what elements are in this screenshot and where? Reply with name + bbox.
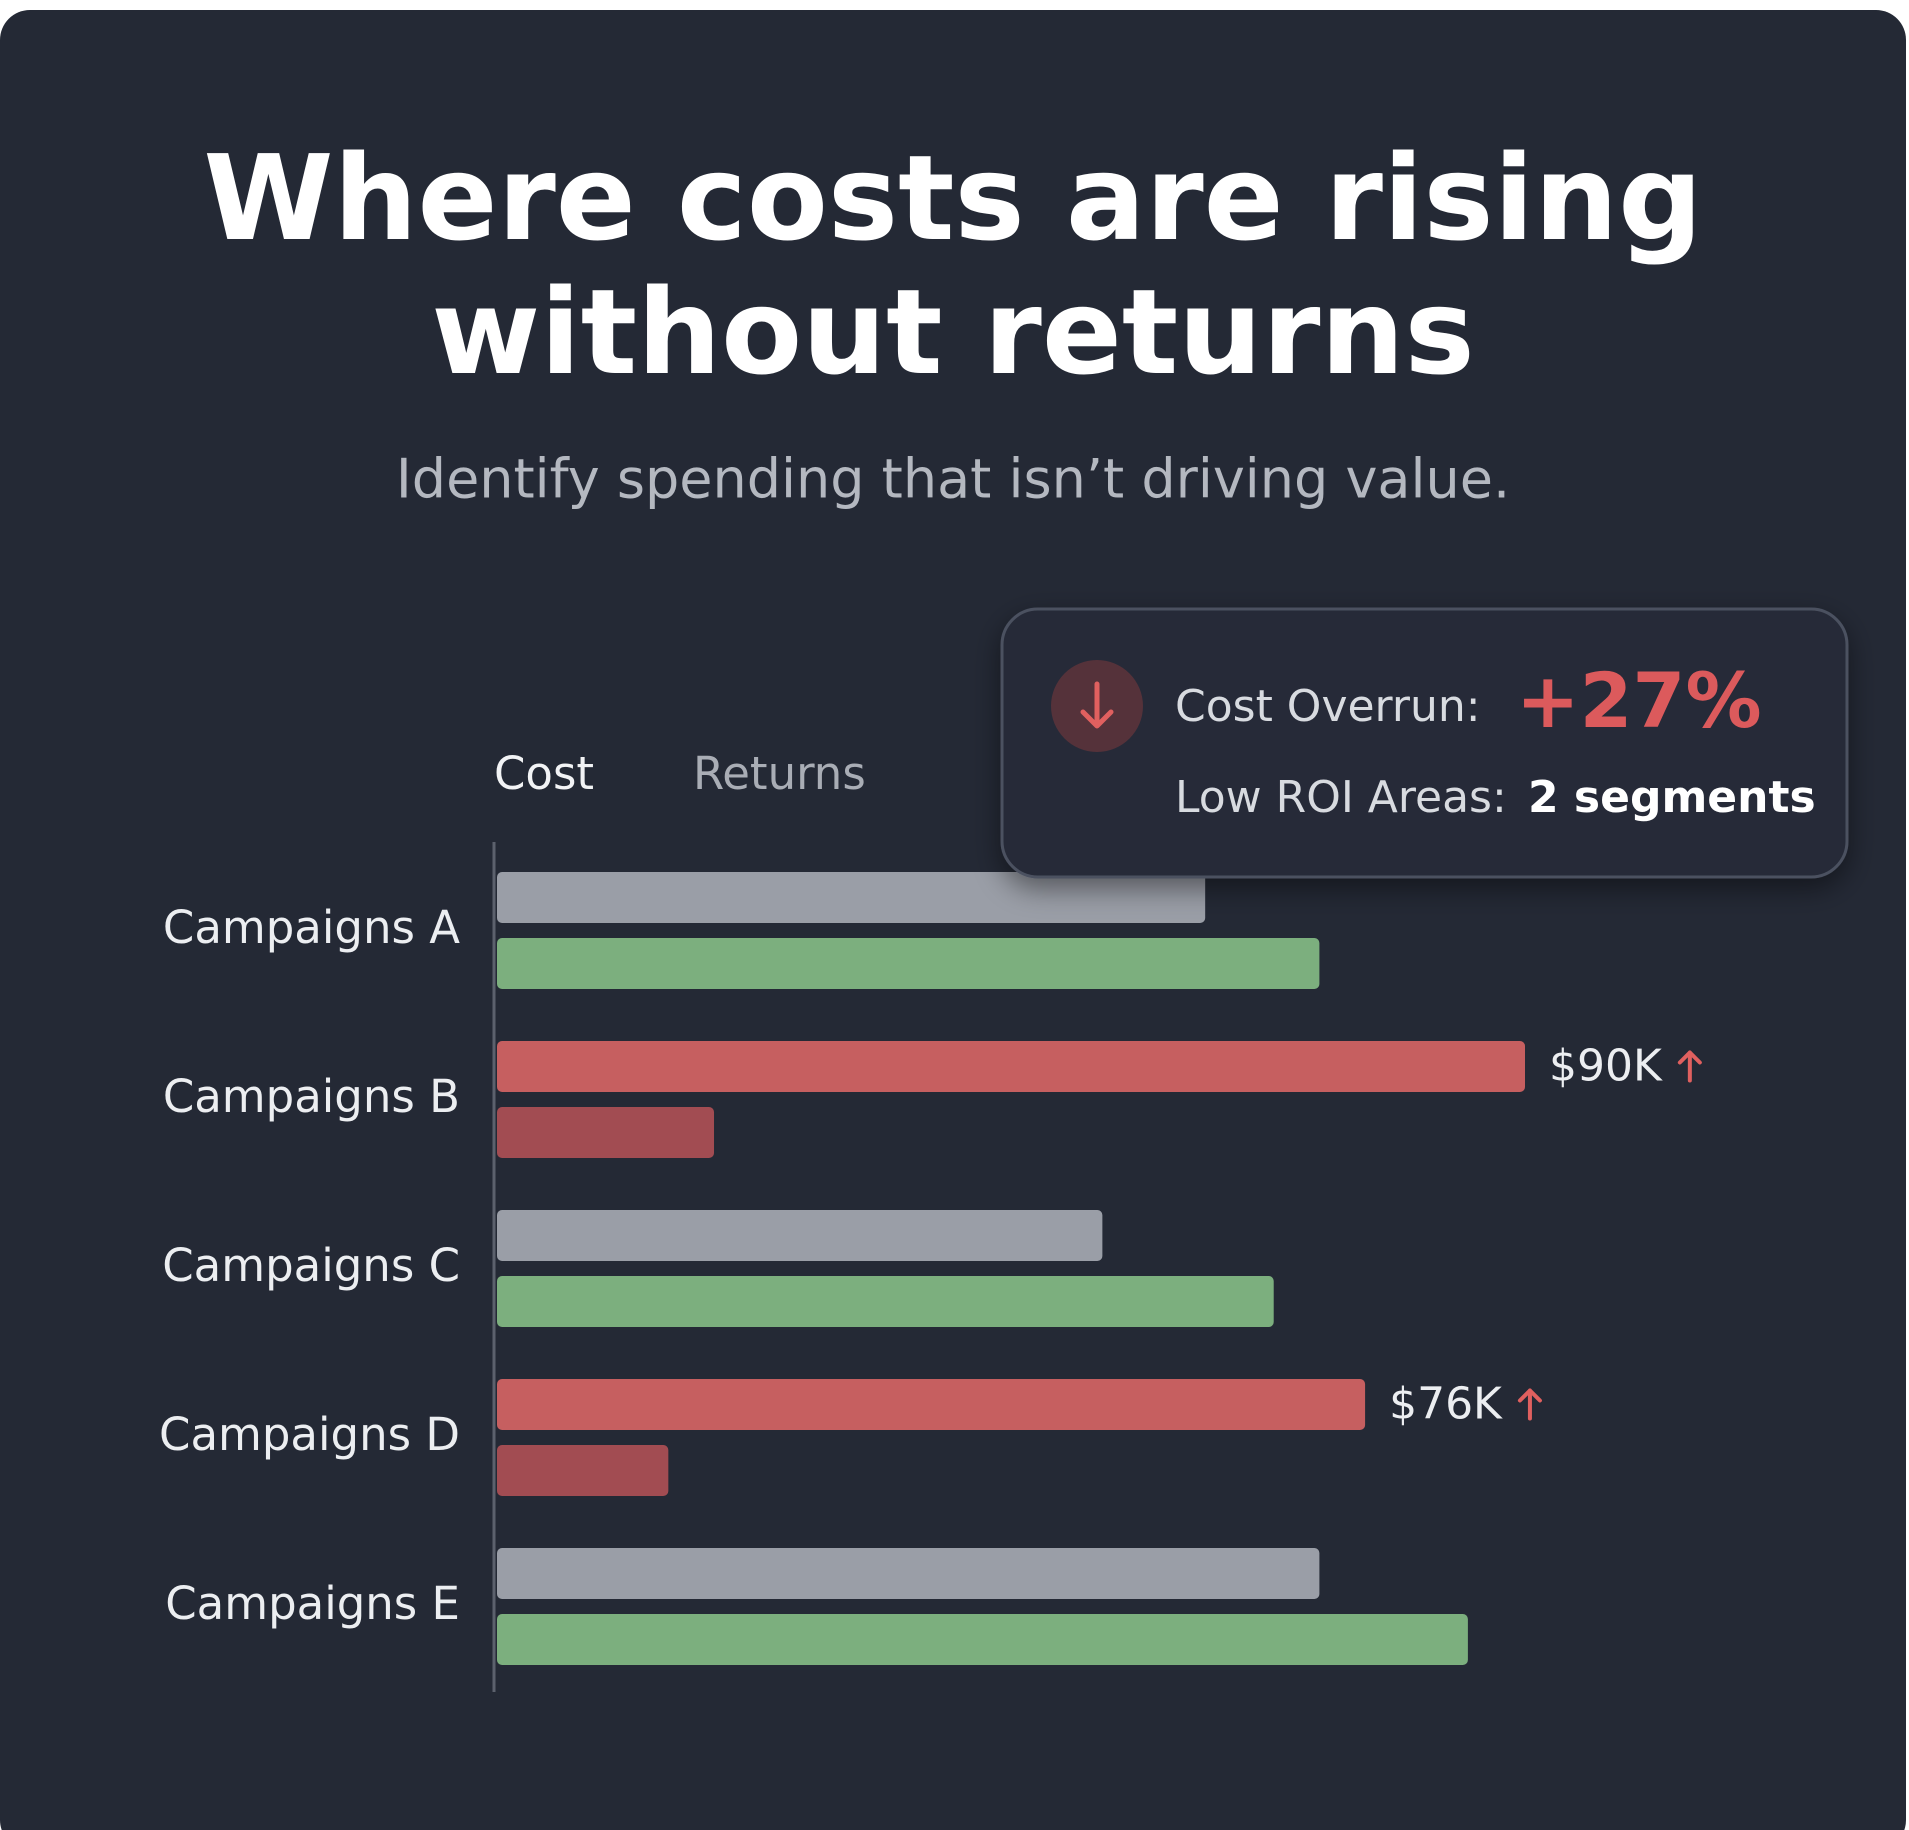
bar xyxy=(497,1445,669,1496)
callout-box xyxy=(1000,607,1849,879)
callout xyxy=(1000,607,1849,879)
legend-entry[interactable]: Cost xyxy=(494,747,594,800)
up-arrow-icon xyxy=(1677,1050,1702,1083)
bar xyxy=(497,1614,1468,1665)
bar xyxy=(497,1276,1274,1327)
bar xyxy=(497,1210,1103,1261)
category-label: Campaigns D xyxy=(159,1408,460,1461)
callout-label: Low ROI Areas: xyxy=(1175,772,1507,823)
chart-title: without returns xyxy=(431,263,1475,401)
value-label: $90K xyxy=(1549,1041,1663,1092)
bar xyxy=(497,1548,1320,1599)
chart-subtitle: Identify spending that isn’t driving val… xyxy=(396,448,1510,511)
bars: Campaigns A Campaigns B $90K Campaigns C Cam… xyxy=(159,872,1702,1665)
up-arrow-icon xyxy=(1517,1388,1542,1421)
bar xyxy=(497,938,1320,989)
category-label: Campaigns C xyxy=(162,1239,460,1292)
callout-label: Cost Overrun: xyxy=(1175,681,1481,732)
category-label: Campaigns A xyxy=(163,901,460,954)
legend-entry[interactable]: Returns xyxy=(693,747,866,800)
category-label: Campaigns B xyxy=(163,1070,460,1123)
bar xyxy=(497,1379,1366,1430)
callout-value: +27% xyxy=(1516,656,1762,745)
value-label: $76K xyxy=(1389,1379,1503,1430)
down-arrow-icon xyxy=(1080,681,1114,729)
bar xyxy=(497,872,1206,923)
chart-title: Where costs are rising xyxy=(203,129,1702,267)
category-label: Campaigns E xyxy=(165,1577,460,1630)
bar xyxy=(497,1107,715,1158)
bar xyxy=(497,1041,1525,1092)
callout-value: 2 segments xyxy=(1528,772,1816,823)
